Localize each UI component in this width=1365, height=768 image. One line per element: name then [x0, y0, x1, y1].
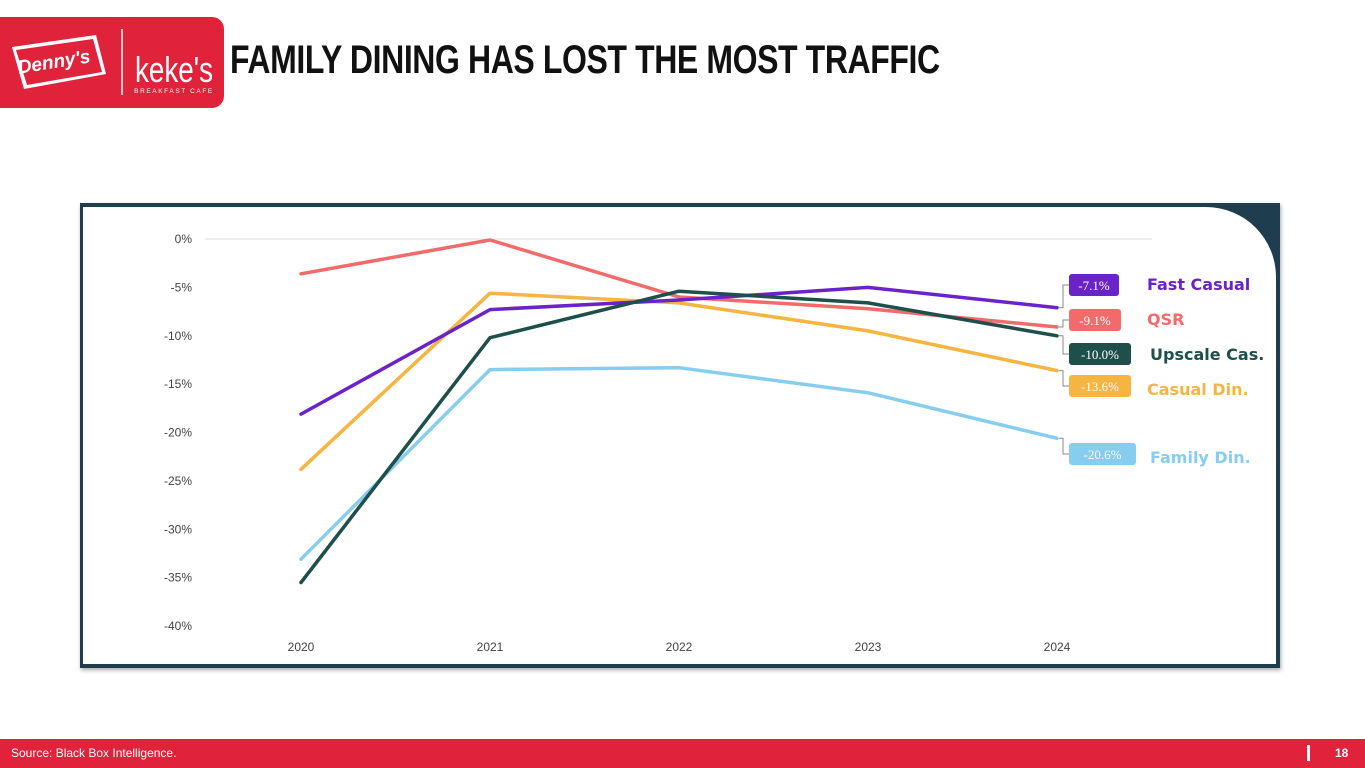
end-value-badge [1069, 343, 1131, 365]
y-tick-label: -15% [164, 377, 192, 391]
end-value-label: -10.0% [1081, 347, 1119, 362]
y-tick-label: -35% [164, 571, 192, 585]
x-tick-label: 2023 [855, 640, 882, 654]
kekes-logo-text: keke's [135, 49, 213, 90]
legend-series-name: Upscale Cas. [1150, 345, 1264, 364]
end-value-badge [1069, 375, 1131, 397]
end-value-badge [1069, 274, 1119, 296]
end-value-label: -20.6% [1084, 447, 1122, 462]
kekes-logo-subtext: BREAKFAST CAFE [134, 88, 214, 95]
line-chart: 0%-5%-10%-15%-20%-25%-30%-35%-40% 2020 20… [164, 232, 1264, 654]
series-line [299, 238, 1059, 329]
label-connector [1059, 370, 1069, 387]
series-line [299, 291, 1059, 472]
legend-series-name: Fast Casual [1147, 275, 1250, 294]
x-tick-label: 2020 [288, 640, 315, 654]
x-tick-label: 2024 [1044, 640, 1071, 654]
y-tick-label: -25% [164, 474, 192, 488]
logo-block: Denny's keke's BREAKFAST CAFE [0, 17, 224, 108]
label-connector [1059, 437, 1069, 455]
source-note: Source: Black Box Intelligence. [11, 746, 177, 760]
label-connector [1059, 319, 1069, 328]
dennys-logo: Denny's [12, 35, 106, 89]
legend: -7.1% Fast Casual -9.1% QSR -10.0% Upscale Ca… [1059, 274, 1264, 467]
end-value-badge [1069, 309, 1121, 331]
legend-series-name: QSR [1147, 310, 1184, 329]
y-axis: 0% -5% -10% -15% -20% -25% -30% -35% -40% [164, 232, 1152, 633]
legend-series-name: Casual Din. [1147, 380, 1249, 399]
end-value-label: -9.1% [1079, 313, 1111, 328]
chart-frame: 0% -5% -10% -15% -20% -25% -30% -35% -40% 2020 20… [80, 203, 1280, 668]
label-connector [1059, 335, 1069, 355]
footer-separator [1307, 745, 1310, 761]
series-line [299, 285, 1059, 416]
legend-series-name: Family Din. [1150, 448, 1251, 467]
kekes-logo: keke's BREAKFAST CAFE [134, 49, 214, 95]
y-tick-label: -40% [164, 619, 192, 633]
y-tick-label: 0% [175, 232, 193, 246]
label-connector [1059, 284, 1069, 309]
chart-area: 0% -5% -10% -15% -20% -25% -30% -35% -40% 2020 20… [83, 207, 1276, 664]
y-tick-label: -5% [171, 280, 193, 294]
x-tick-label: 2021 [477, 640, 504, 654]
y-tick-label: -30% [164, 522, 192, 536]
series-line [299, 289, 1059, 585]
logos: Denny's keke's BREAKFAST CAFE [12, 29, 214, 95]
end-value-label: -13.6% [1081, 379, 1119, 394]
x-axis: 2020 2021 2022 2023 2024 [288, 640, 1071, 654]
x-tick-label: 2022 [666, 640, 693, 654]
y-tick-label: -20% [164, 426, 192, 440]
page-number: 18 [1335, 746, 1349, 760]
y-tick-label: -10% [164, 329, 192, 343]
series-lines [299, 238, 1059, 585]
page-title: FAMILY DINING HAS LOST THE MOST TRAFFIC [230, 38, 940, 82]
footer-bar: Source: Black Box Intelligence. 18 [0, 739, 1365, 768]
end-value-label: -7.1% [1078, 278, 1110, 293]
end-value-badge [1069, 443, 1136, 465]
series-line [299, 365, 1059, 561]
